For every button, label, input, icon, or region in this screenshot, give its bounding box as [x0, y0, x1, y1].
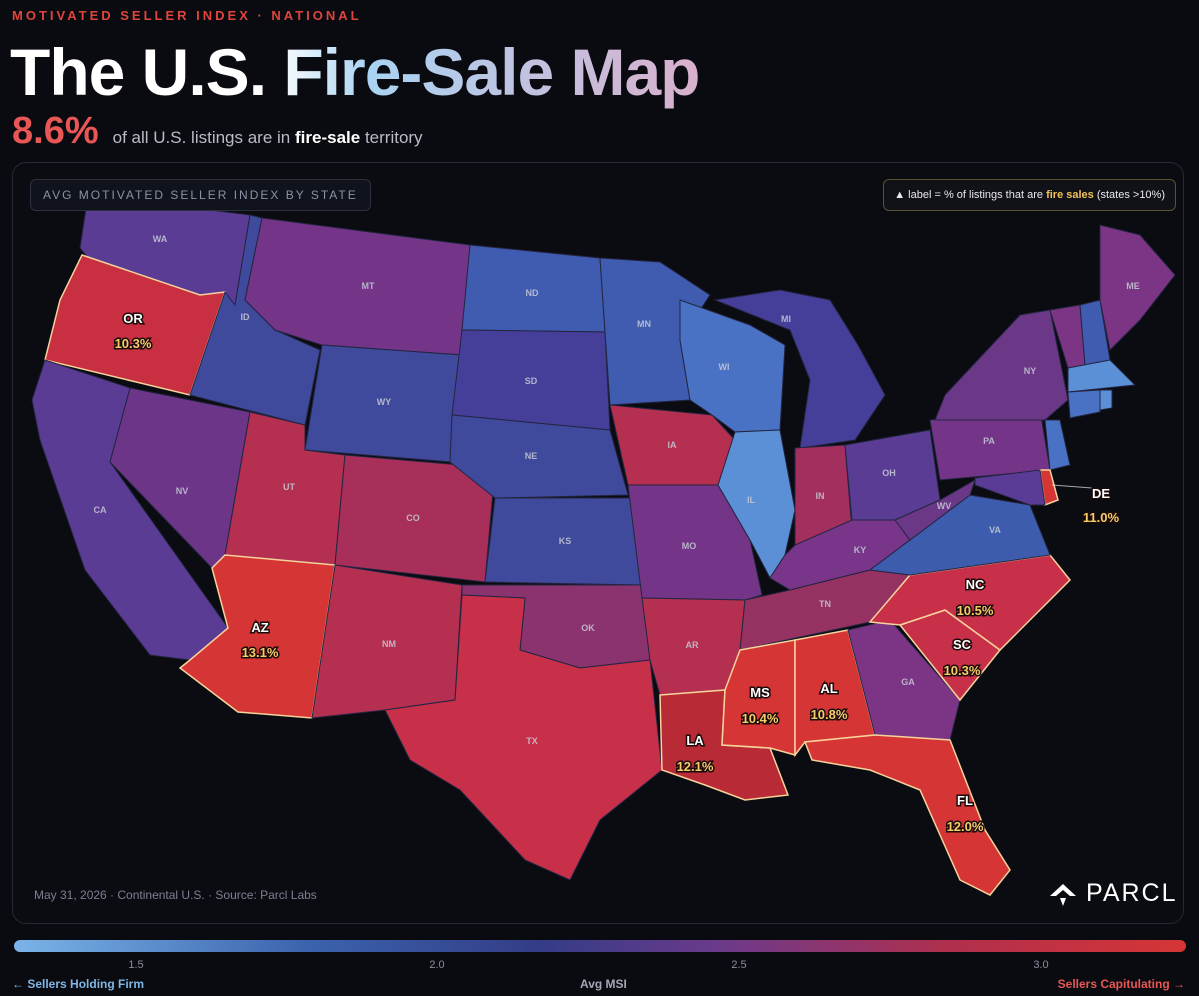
stat-caption: of all U.S. listings are in fire-sale te… — [113, 128, 423, 148]
state-label-mt: MT — [362, 281, 375, 291]
source-footnote: May 31, 2026 · Continental U.S. · Source… — [34, 888, 317, 902]
legend-note-pre: ▲ label = % of listings that are — [894, 189, 1043, 201]
de-callout-line — [1051, 484, 1093, 489]
msi-color-scale — [14, 940, 1186, 952]
fire-state-label: OR — [123, 311, 143, 326]
parcl-logo: PARCL — [1048, 878, 1178, 908]
fire-state-label: AZ — [251, 620, 268, 635]
state-label-ky: KY — [854, 545, 867, 555]
state-label-ks: KS — [559, 536, 572, 546]
state-label-ar: AR — [686, 640, 699, 650]
state-label-wi: WI — [719, 362, 730, 372]
state-label-tn: TN — [819, 599, 831, 609]
scale-tick: 2.5 — [731, 959, 747, 971]
state-label-mn: MN — [637, 319, 651, 329]
state-label-id: ID — [241, 312, 251, 322]
stat-value: 8.6% — [12, 110, 99, 152]
state-label-mo: MO — [682, 541, 697, 551]
stat-caption-post: territory — [364, 128, 423, 147]
stat-caption-pre: of all U.S. listings are in — [112, 128, 291, 147]
fire-state-label: MS — [750, 685, 770, 700]
fire-state-label: NC — [966, 577, 985, 592]
state-label-il: IL — [747, 495, 756, 505]
state-label-in: IN — [816, 491, 825, 501]
fire-state-label: AL — [820, 681, 837, 696]
state-ny — [934, 309, 1069, 421]
fire-state-pct: 10.4% — [742, 711, 779, 726]
state-label-wv: WV — [937, 501, 952, 511]
state-mi — [713, 289, 886, 449]
state-ri — [1099, 389, 1113, 411]
state-label-ok: OK — [581, 623, 595, 633]
state-label-va: VA — [989, 525, 1001, 535]
state-label-ne: NE — [525, 451, 538, 461]
scale-center-label: Avg MSI — [580, 977, 627, 991]
state-label-wa: WA — [153, 234, 168, 244]
state-label-ca: CA — [94, 505, 107, 515]
state-label-pa: PA — [983, 436, 995, 446]
state-ct — [1067, 389, 1101, 419]
state-label-nv: NV — [176, 486, 189, 496]
fire-state-pct: 11.0% — [1083, 510, 1120, 525]
fire-state-label: LA — [686, 733, 704, 748]
fire-state-label: SC — [953, 637, 972, 652]
parcl-wordmark: PARCL — [1086, 878, 1178, 907]
state-label-ny: NY — [1024, 366, 1037, 376]
state-label-wy: WY — [377, 397, 392, 407]
fire-state-pct: 10.8% — [811, 707, 848, 722]
scale-tick: 1.5 — [128, 959, 144, 971]
state-label-ga: GA — [901, 677, 915, 687]
state-label-nd: ND — [526, 288, 539, 298]
scale-tick: 2.0 — [429, 959, 445, 971]
state-ma — [1067, 359, 1137, 393]
state-wv — [894, 478, 976, 541]
state-tx — [384, 594, 663, 881]
scale-tick: 3.0 — [1033, 959, 1049, 971]
state-label-tx: TX — [526, 736, 538, 746]
state-label-sd: SD — [525, 376, 538, 386]
state-label-ia: IA — [668, 440, 678, 450]
state-label-me: ME — [1126, 281, 1140, 291]
state-fl — [803, 734, 1011, 896]
page-title: The U.S. Fire-Sale Map — [10, 30, 700, 114]
fire-state-pct: 12.1% — [677, 759, 714, 774]
stat-caption-bold: fire-sale — [295, 128, 361, 147]
state-label-nm: NM — [382, 639, 396, 649]
state-md — [974, 469, 1046, 506]
fire-state-pct: 10.5% — [957, 603, 994, 618]
fire-state-pct: 12.0% — [947, 819, 984, 834]
fire-state-pct: 13.1% — [242, 645, 279, 660]
scale-left-label: ← Sellers Holding Firm — [12, 977, 145, 991]
state-label-ut: UT — [283, 482, 295, 492]
fire-sale-legend-note: ▲ label = % of listings that are fire sa… — [883, 179, 1176, 211]
state-ne — [449, 414, 629, 499]
state-nj — [1044, 419, 1071, 471]
map-title-chip: AVG MOTIVATED SELLER INDEX BY STATE — [30, 179, 371, 211]
state-az — [178, 554, 336, 719]
scale-right-label: Sellers Capitulating → — [1057, 977, 1185, 991]
eyebrow-label: MOTIVATED SELLER INDEX · NATIONAL — [12, 8, 362, 23]
legend-note-post: (states >10%) — [1096, 189, 1165, 201]
fire-state-label: FL — [957, 793, 973, 808]
headline-stat: 8.6% of all U.S. listings are in fire-sa… — [12, 110, 423, 153]
state-label-co: CO — [406, 513, 420, 523]
legend-note-highlight: fire sales — [1046, 189, 1094, 201]
state-label-mi: MI — [781, 314, 791, 324]
fire-state-pct: 10.3% — [115, 336, 152, 351]
parcl-logo-icon — [1050, 884, 1076, 906]
fire-state-label: DE — [1092, 486, 1110, 501]
fire-state-pct: 10.3% — [944, 663, 981, 678]
state-me — [1099, 224, 1176, 352]
state-label-oh: OH — [882, 468, 896, 478]
